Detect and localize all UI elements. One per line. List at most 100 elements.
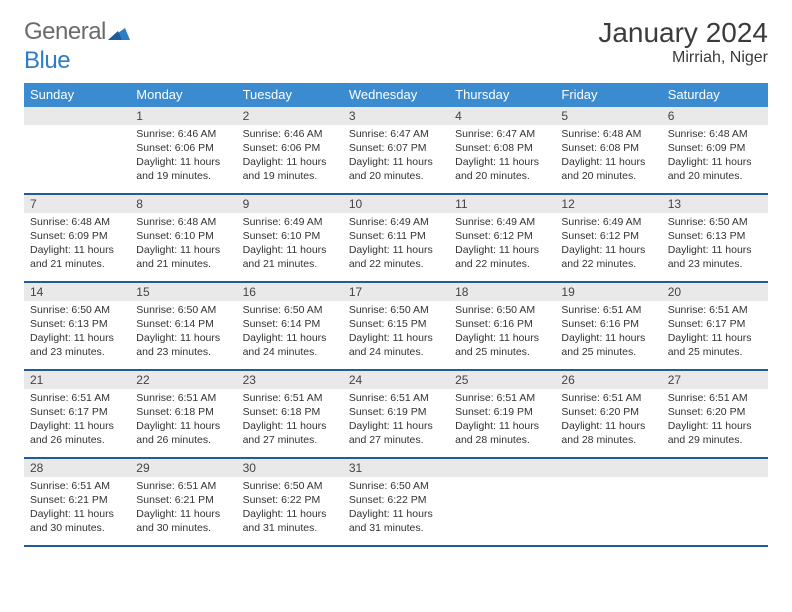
dow-wednesday: Wednesday xyxy=(343,83,449,107)
daylight-text-1: Daylight: 11 hours xyxy=(349,419,443,433)
sunset-text: Sunset: 6:06 PM xyxy=(136,141,230,155)
day-number: 1 xyxy=(130,107,236,125)
day-cell: 22Sunrise: 6:51 AMSunset: 6:18 PMDayligh… xyxy=(130,371,236,457)
daylight-text-1: Daylight: 11 hours xyxy=(668,419,762,433)
day-cell: 5Sunrise: 6:48 AMSunset: 6:08 PMDaylight… xyxy=(555,107,661,193)
daylight-text-2: and 27 minutes. xyxy=(349,433,443,447)
daylight-text-2: and 25 minutes. xyxy=(455,345,549,359)
daylight-text-1: Daylight: 11 hours xyxy=(455,155,549,169)
daylight-text-1: Daylight: 11 hours xyxy=(349,155,443,169)
empty-day xyxy=(24,107,130,125)
day-number: 13 xyxy=(662,195,768,213)
daylight-text-1: Daylight: 11 hours xyxy=(30,507,124,521)
day-cell: 11Sunrise: 6:49 AMSunset: 6:12 PMDayligh… xyxy=(449,195,555,281)
daylight-text-2: and 21 minutes. xyxy=(30,257,124,271)
day-cell: 18Sunrise: 6:50 AMSunset: 6:16 PMDayligh… xyxy=(449,283,555,369)
daylight-text-2: and 21 minutes. xyxy=(243,257,337,271)
sunrise-text: Sunrise: 6:50 AM xyxy=(349,479,443,493)
day-info: Sunrise: 6:50 AMSunset: 6:14 PMDaylight:… xyxy=(237,301,343,364)
daylight-text-2: and 20 minutes. xyxy=(349,169,443,183)
calendar-page: General Blue January 2024 Mirriah, Niger… xyxy=(0,0,792,612)
week-row: 14Sunrise: 6:50 AMSunset: 6:13 PMDayligh… xyxy=(24,283,768,371)
dow-tuesday: Tuesday xyxy=(237,83,343,107)
day-number: 19 xyxy=(555,283,661,301)
sunrise-text: Sunrise: 6:50 AM xyxy=(243,479,337,493)
daylight-text-2: and 31 minutes. xyxy=(349,521,443,535)
day-cell: 24Sunrise: 6:51 AMSunset: 6:19 PMDayligh… xyxy=(343,371,449,457)
day-info: Sunrise: 6:51 AMSunset: 6:18 PMDaylight:… xyxy=(130,389,236,452)
day-info: Sunrise: 6:48 AMSunset: 6:10 PMDaylight:… xyxy=(130,213,236,276)
sunset-text: Sunset: 6:21 PM xyxy=(30,493,124,507)
day-number: 9 xyxy=(237,195,343,213)
sunrise-text: Sunrise: 6:47 AM xyxy=(455,127,549,141)
sunset-text: Sunset: 6:12 PM xyxy=(455,229,549,243)
day-cell: 29Sunrise: 6:51 AMSunset: 6:21 PMDayligh… xyxy=(130,459,236,545)
day-cell: 1Sunrise: 6:46 AMSunset: 6:06 PMDaylight… xyxy=(130,107,236,193)
daylight-text-2: and 31 minutes. xyxy=(243,521,337,535)
sunset-text: Sunset: 6:16 PM xyxy=(455,317,549,331)
title-block: January 2024 Mirriah, Niger xyxy=(598,18,768,67)
sunset-text: Sunset: 6:17 PM xyxy=(30,405,124,419)
day-of-week-header: SundayMondayTuesdayWednesdayThursdayFrid… xyxy=(24,83,768,107)
daylight-text-1: Daylight: 11 hours xyxy=(455,419,549,433)
day-cell: 28Sunrise: 6:51 AMSunset: 6:21 PMDayligh… xyxy=(24,459,130,545)
day-info: Sunrise: 6:50 AMSunset: 6:14 PMDaylight:… xyxy=(130,301,236,364)
daylight-text-2: and 26 minutes. xyxy=(136,433,230,447)
sunrise-text: Sunrise: 6:50 AM xyxy=(30,303,124,317)
day-cell: 14Sunrise: 6:50 AMSunset: 6:13 PMDayligh… xyxy=(24,283,130,369)
day-number: 10 xyxy=(343,195,449,213)
day-number: 3 xyxy=(343,107,449,125)
empty-day xyxy=(555,459,661,477)
sunset-text: Sunset: 6:20 PM xyxy=(561,405,655,419)
sunrise-text: Sunrise: 6:51 AM xyxy=(668,303,762,317)
sunrise-text: Sunrise: 6:51 AM xyxy=(243,391,337,405)
day-info: Sunrise: 6:48 AMSunset: 6:09 PMDaylight:… xyxy=(24,213,130,276)
calendar-grid: SundayMondayTuesdayWednesdayThursdayFrid… xyxy=(24,83,768,547)
sunrise-text: Sunrise: 6:49 AM xyxy=(349,215,443,229)
day-cell: 31Sunrise: 6:50 AMSunset: 6:22 PMDayligh… xyxy=(343,459,449,545)
daylight-text-1: Daylight: 11 hours xyxy=(136,507,230,521)
sunset-text: Sunset: 6:16 PM xyxy=(561,317,655,331)
brand-part2: Blue xyxy=(24,47,70,74)
daylight-text-2: and 22 minutes. xyxy=(349,257,443,271)
dow-monday: Monday xyxy=(130,83,236,107)
daylight-text-2: and 23 minutes. xyxy=(136,345,230,359)
day-info: Sunrise: 6:51 AMSunset: 6:18 PMDaylight:… xyxy=(237,389,343,452)
sunset-text: Sunset: 6:15 PM xyxy=(349,317,443,331)
sunrise-text: Sunrise: 6:49 AM xyxy=(455,215,549,229)
daylight-text-1: Daylight: 11 hours xyxy=(668,155,762,169)
daylight-text-2: and 29 minutes. xyxy=(668,433,762,447)
day-number: 17 xyxy=(343,283,449,301)
sunset-text: Sunset: 6:08 PM xyxy=(561,141,655,155)
day-info: Sunrise: 6:51 AMSunset: 6:20 PMDaylight:… xyxy=(555,389,661,452)
sunset-text: Sunset: 6:18 PM xyxy=(243,405,337,419)
day-info: Sunrise: 6:51 AMSunset: 6:21 PMDaylight:… xyxy=(130,477,236,540)
sunrise-text: Sunrise: 6:51 AM xyxy=(30,391,124,405)
sunrise-text: Sunrise: 6:50 AM xyxy=(668,215,762,229)
daylight-text-2: and 26 minutes. xyxy=(30,433,124,447)
sunset-text: Sunset: 6:10 PM xyxy=(243,229,337,243)
day-number: 2 xyxy=(237,107,343,125)
week-row: 7Sunrise: 6:48 AMSunset: 6:09 PMDaylight… xyxy=(24,195,768,283)
sunset-text: Sunset: 6:09 PM xyxy=(30,229,124,243)
day-number: 7 xyxy=(24,195,130,213)
day-info: Sunrise: 6:48 AMSunset: 6:08 PMDaylight:… xyxy=(555,125,661,188)
logo-mark xyxy=(108,19,130,47)
page-header: General Blue January 2024 Mirriah, Niger xyxy=(24,18,768,75)
sunset-text: Sunset: 6:13 PM xyxy=(30,317,124,331)
sunset-text: Sunset: 6:08 PM xyxy=(455,141,549,155)
sunset-text: Sunset: 6:14 PM xyxy=(243,317,337,331)
sunset-text: Sunset: 6:11 PM xyxy=(349,229,443,243)
day-number: 21 xyxy=(24,371,130,389)
day-number: 30 xyxy=(237,459,343,477)
day-number: 4 xyxy=(449,107,555,125)
empty-day xyxy=(662,459,768,477)
daylight-text-1: Daylight: 11 hours xyxy=(561,155,655,169)
day-cell: 25Sunrise: 6:51 AMSunset: 6:19 PMDayligh… xyxy=(449,371,555,457)
day-info: Sunrise: 6:51 AMSunset: 6:19 PMDaylight:… xyxy=(343,389,449,452)
day-cell: 26Sunrise: 6:51 AMSunset: 6:20 PMDayligh… xyxy=(555,371,661,457)
sunrise-text: Sunrise: 6:48 AM xyxy=(668,127,762,141)
sunset-text: Sunset: 6:13 PM xyxy=(668,229,762,243)
sunset-text: Sunset: 6:14 PM xyxy=(136,317,230,331)
day-info: Sunrise: 6:47 AMSunset: 6:08 PMDaylight:… xyxy=(449,125,555,188)
